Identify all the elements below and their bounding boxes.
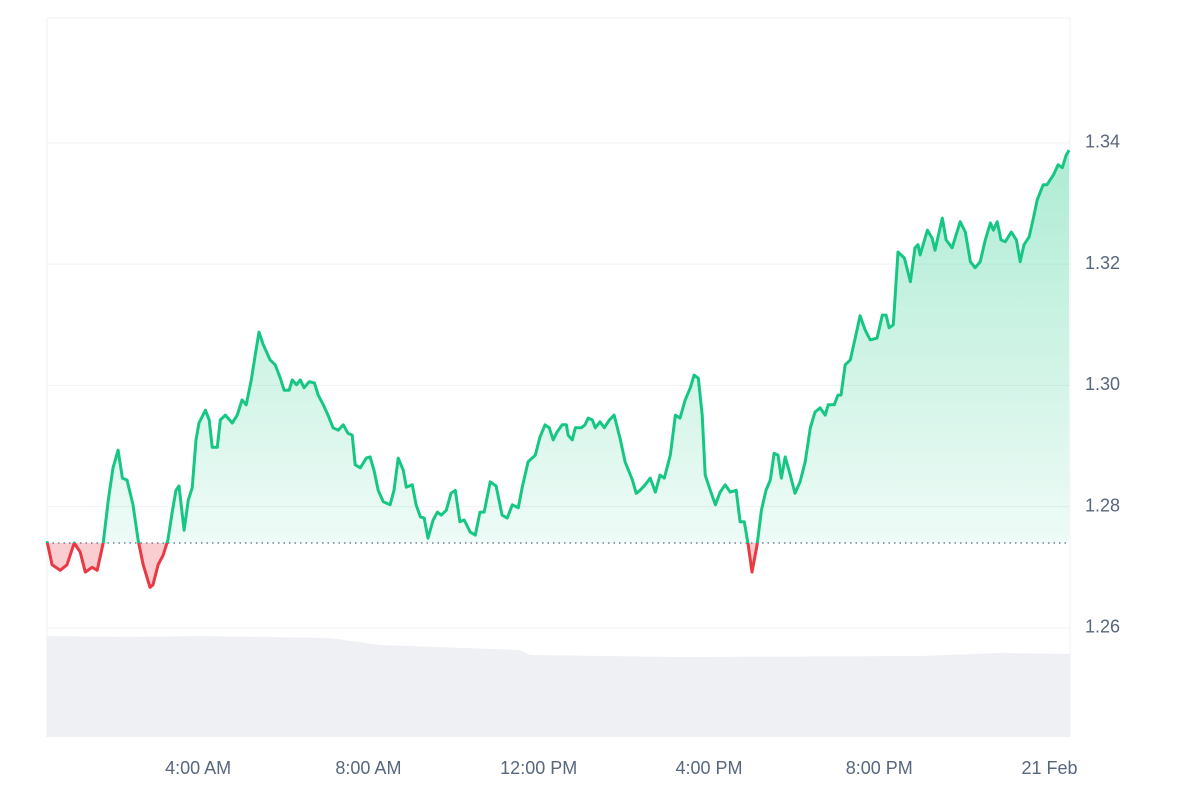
x-tick-label: 4:00 AM [165,758,231,778]
x-tick-label: 8:00 PM [846,758,913,778]
x-tick-label: 21 Feb [1022,758,1078,778]
price-line-up [45,149,1071,544]
area-up [47,150,1070,544]
volume-area [47,636,1070,737]
y-tick-label: 1.26 [1085,617,1120,637]
x-tick-label: 8:00 AM [335,758,401,778]
y-tick-label: 1.30 [1085,374,1120,394]
x-tick-label: 12:00 PM [500,758,577,778]
y-tick-label: 1.34 [1085,132,1120,152]
y-tick-label: 1.32 [1085,253,1120,273]
y-tick-label: 1.28 [1085,495,1120,515]
x-tick-label: 4:00 PM [675,758,742,778]
